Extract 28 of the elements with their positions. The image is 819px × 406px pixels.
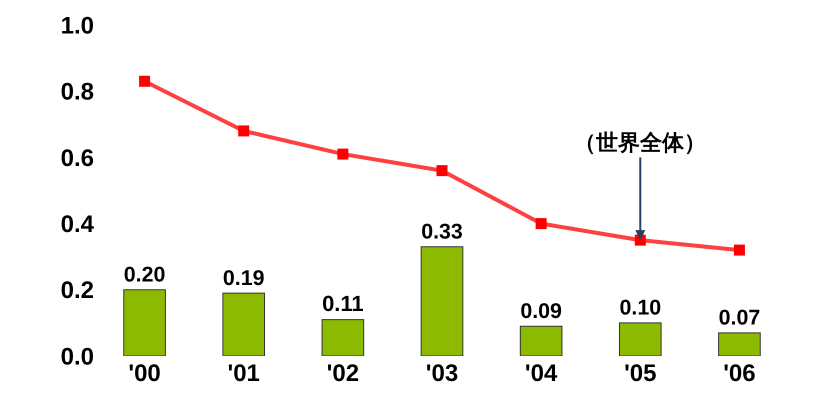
- x-tick-label: '03: [426, 360, 458, 387]
- y-tick-label: 0.8: [60, 78, 94, 106]
- y-tick-label: 0.0: [60, 343, 94, 370]
- data-label: 0.20: [124, 262, 166, 286]
- data-label: 0.07: [718, 305, 760, 330]
- y-tick-label: 0.2: [60, 277, 94, 304]
- annotation: （世界全体）: [574, 130, 706, 155]
- data-label: 0.19: [222, 266, 265, 290]
- x-tick-label: '05: [624, 360, 656, 387]
- data-label: 0.10: [619, 296, 662, 320]
- bar: [618, 322, 662, 356]
- bar: [718, 332, 761, 356]
- bar: [322, 319, 364, 356]
- bar: [123, 289, 166, 356]
- y-tick-label: 0.4: [60, 211, 95, 238]
- bar: [222, 292, 266, 356]
- y-tick-label: 1.0: [60, 12, 94, 40]
- x-tick-label: '00: [128, 360, 161, 387]
- x-tick-label: '02: [326, 360, 360, 387]
- data-label: 0.09: [520, 298, 562, 323]
- bar: [520, 326, 562, 356]
- data-label: 0.33: [421, 219, 463, 244]
- x-tick-label: '06: [723, 360, 756, 387]
- y-tick-label: 0.6: [60, 144, 94, 172]
- bar: [420, 246, 464, 356]
- x-tick-label: '01: [228, 360, 260, 387]
- data-label: 0.11: [322, 291, 364, 316]
- x-tick-label: '04: [524, 360, 558, 387]
